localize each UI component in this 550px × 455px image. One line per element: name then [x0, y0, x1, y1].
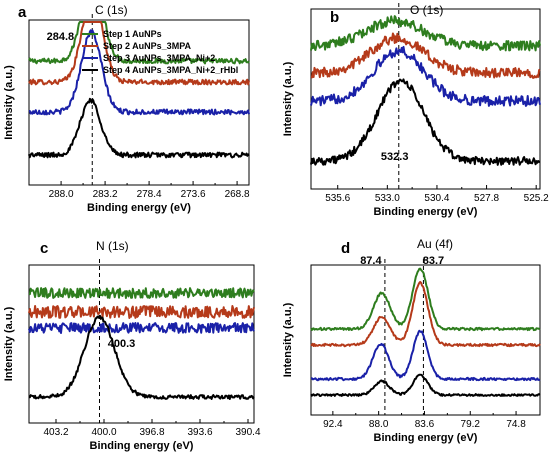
- legend-label: Step 2 AuNPs_3MPA: [103, 41, 192, 51]
- series-line: [28, 21, 250, 65]
- panel-title: Au (4f): [417, 237, 453, 251]
- x-tick-label: 268.8: [225, 189, 250, 200]
- x-tick-label: 92.4: [323, 419, 343, 430]
- plot-frame: [310, 264, 541, 416]
- x-axis-label: Binding energy (eV): [374, 206, 478, 218]
- series-line: [310, 280, 541, 348]
- x-tick-label: 525.2: [524, 193, 549, 204]
- x-tick-label: 288.0: [49, 189, 74, 200]
- x-tick-label: 393.6: [187, 427, 212, 438]
- legend-label: Step 1 AuNPs: [103, 29, 162, 39]
- series-line: [310, 373, 541, 397]
- panel-letter: c: [40, 240, 48, 257]
- y-axis-label: Intensity (a.u.): [3, 65, 15, 140]
- series-line: [310, 45, 541, 107]
- peak-annotation: 87.4: [360, 255, 382, 267]
- peak-annotation: 83.7: [423, 255, 444, 267]
- x-axis-label: Binding energy (eV): [90, 440, 194, 452]
- x-tick-label: 283.2: [93, 189, 118, 200]
- panel-b: 535.6 533.0 530.4 527.8 525.2 Binding energy …: [282, 3, 549, 218]
- series-line: [310, 32, 541, 79]
- x-tick-label: 88.0: [369, 419, 389, 430]
- x-tick-label: 278.4: [137, 189, 162, 200]
- legend-label: Step 3 AuNPs_3MPA_Ni+2: [103, 53, 215, 63]
- x-axis-label: Binding energy (eV): [87, 202, 191, 214]
- x-tick-label: 527.8: [474, 193, 499, 204]
- series-line: [28, 322, 255, 334]
- peak-annotation: 532.3: [381, 151, 409, 163]
- panel-c: 403.2 400.0 396.8 393.6 390.4 Binding energy …: [3, 239, 261, 452]
- x-tick-label: 74.8: [506, 419, 526, 430]
- series-line: [28, 97, 250, 159]
- series-line: [310, 267, 541, 332]
- x-tick-label: 396.8: [139, 427, 164, 438]
- x-tick-label: 273.6: [181, 189, 206, 200]
- legend: Step 1 AuNPs Step 2 AuNPs_3MPA Step 3 AuNP…: [82, 29, 238, 75]
- x-tick-label: 530.4: [424, 193, 449, 204]
- panel-title: N (1s): [96, 239, 129, 253]
- series-line: [28, 21, 250, 86]
- x-tick-label: 403.2: [43, 427, 68, 438]
- x-tick-label: 79.2: [461, 419, 481, 430]
- panel-a: 288.0 283.2 278.4 273.6 268.8 Binding energy …: [3, 3, 250, 214]
- peak-annotation: 400.3: [108, 338, 136, 350]
- y-axis-label: Intensity (a.u.): [282, 302, 294, 377]
- y-axis-label: Intensity (a.u.): [282, 61, 294, 136]
- x-axis-label: Binding energy (eV): [374, 432, 478, 444]
- series-line: [28, 305, 255, 319]
- legend-label: Step 4 AuNPs_3MPA_Ni+2_rHbl: [103, 65, 238, 75]
- y-axis-label: Intensity (a.u.): [3, 306, 15, 381]
- series-line: [310, 329, 541, 382]
- panel-title: C (1s): [95, 3, 128, 17]
- panel-letter: d: [341, 240, 350, 257]
- panel-title: O (1s): [410, 3, 443, 17]
- series-line: [310, 15, 541, 52]
- series-line: [28, 314, 255, 400]
- x-tick-label: 533.0: [375, 193, 400, 204]
- series-line: [28, 29, 250, 116]
- x-tick-label: 400.0: [91, 427, 116, 438]
- plot-frame: [310, 8, 541, 190]
- plot-frame: [28, 264, 255, 424]
- x-tick-label: 535.6: [325, 193, 350, 204]
- series-line: [310, 78, 541, 166]
- panel-letter: a: [18, 4, 27, 21]
- panel-letter: b: [330, 9, 339, 26]
- panel-d: 92.4 88.0 83.6 79.2 74.8 Binding energy (eV) I…: [282, 237, 541, 444]
- plot-frame: [28, 19, 250, 186]
- series-line: [28, 287, 255, 299]
- peak-annotation: 284.8: [47, 31, 75, 43]
- x-tick-label: 390.4: [235, 427, 260, 438]
- x-tick-label: 83.6: [415, 419, 435, 430]
